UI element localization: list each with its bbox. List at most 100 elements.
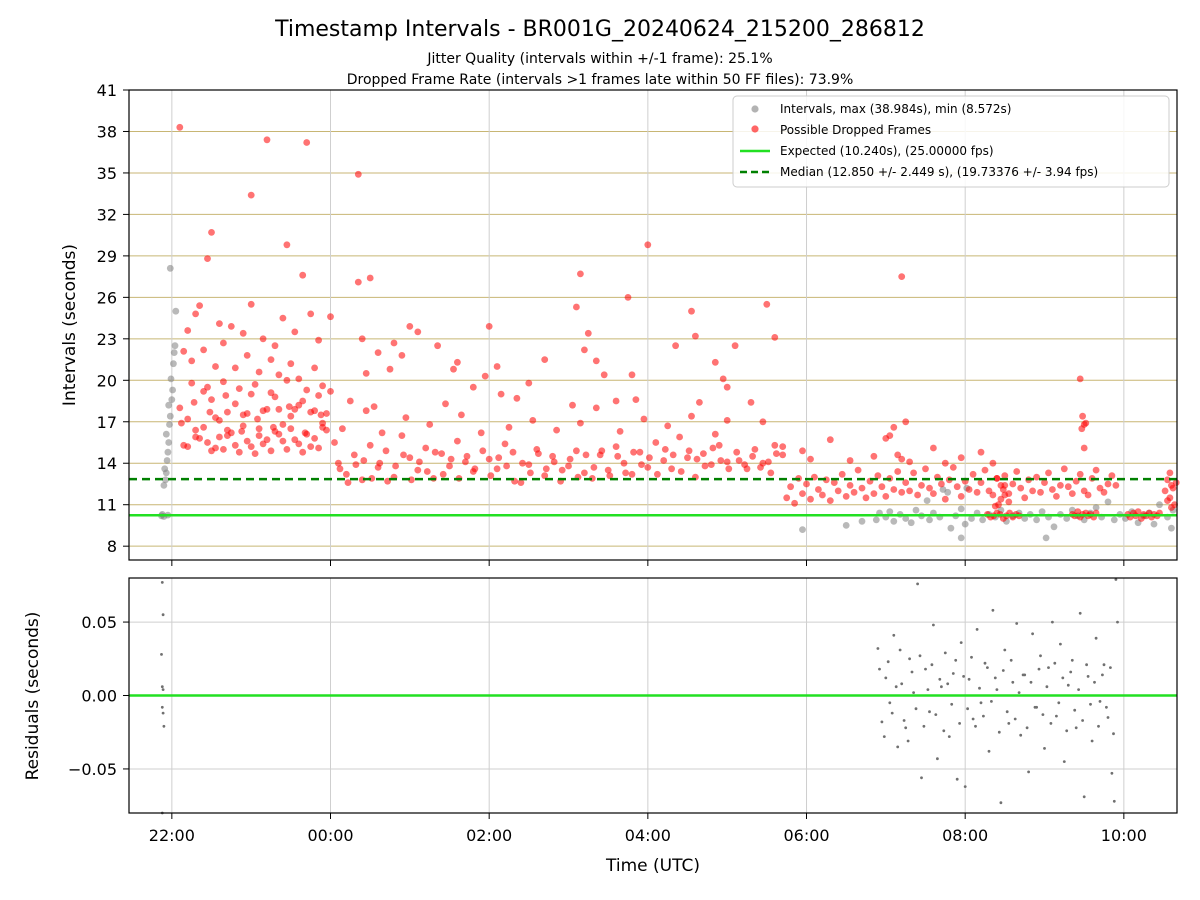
- dropped-frame-point: [295, 440, 303, 448]
- dropped-frame-point: [553, 426, 560, 434]
- dropped-frame-point: [295, 375, 303, 383]
- dropped-frame-point: [600, 371, 608, 379]
- dropped-frame-point: [1072, 477, 1080, 485]
- dropped-frame-point: [616, 428, 624, 435]
- dropped-frame-point: [243, 437, 251, 445]
- dropped-frame-point: [854, 466, 862, 474]
- dropped-frame-point: [184, 443, 192, 450]
- dropped-frame-point: [243, 352, 251, 359]
- dropped-frame-point: [525, 379, 533, 387]
- residual-point: [1043, 747, 1046, 750]
- dropped-frame-point: [573, 303, 580, 311]
- residuals-panel: −0.05 0.00 0.05 22:00 00:00 02:00 04:00 06:00 08…: [23, 577, 1178, 845]
- dropped-frame-point: [414, 466, 422, 474]
- dropped-frame-point: [255, 368, 263, 376]
- dropped-frame-point: [898, 488, 906, 496]
- residual-y-tick-label: −0.05: [68, 760, 117, 779]
- dropped-frame-point: [622, 469, 629, 477]
- residual-point: [918, 654, 922, 658]
- dropped-frame-point: [1112, 482, 1120, 489]
- dropped-frame-point: [398, 352, 406, 359]
- dropped-frame-point: [303, 430, 311, 438]
- interval-point: [169, 386, 177, 394]
- residuals-points: [160, 578, 1119, 815]
- dropped-frame-point: [279, 421, 287, 428]
- residual-point: [1089, 702, 1092, 706]
- dropped-frame-point: [275, 405, 283, 413]
- dropped-frame-point: [771, 441, 779, 449]
- dropped-frame-point: [565, 462, 572, 470]
- interval-point: [1104, 498, 1112, 506]
- residual-point: [1109, 666, 1112, 669]
- dropped-frame-point: [493, 363, 501, 370]
- dropped-frame-point: [969, 470, 977, 478]
- intervals-panel: 8 11 14 17 20 23 26 29 32 35 38 41 Intervals (secon…: [60, 81, 1180, 566]
- dropped-frame-point: [842, 493, 850, 500]
- dropped-frame-point: [317, 411, 325, 419]
- dropped-frame-point: [319, 382, 326, 390]
- dropped-frame-point: [224, 426, 231, 434]
- dropped-frame-point: [882, 435, 890, 442]
- residual-point: [902, 719, 906, 722]
- interval-point: [168, 396, 176, 403]
- dropped-frame-point: [291, 405, 299, 413]
- interval-point: [886, 508, 894, 515]
- dropped-frame-point: [628, 371, 636, 379]
- dropped-frame-point: [830, 479, 838, 486]
- dropped-frame-point: [247, 300, 255, 308]
- y-tick-label: 32: [97, 205, 117, 224]
- dropped-frame-point: [606, 472, 614, 480]
- dropped-frame-point: [1161, 487, 1169, 495]
- residual-point: [943, 651, 947, 655]
- dropped-frame-point: [462, 458, 469, 466]
- dropped-frame-point: [287, 425, 295, 433]
- dropped-frame-point: [759, 418, 767, 426]
- dropped-frame-point: [898, 273, 906, 280]
- dropped-frame-point: [826, 436, 834, 444]
- dropped-frame-point: [204, 383, 211, 391]
- residual-point: [1065, 729, 1069, 733]
- dropped-frame-point: [493, 465, 501, 473]
- residual-point: [1051, 620, 1054, 624]
- residual-point: [916, 582, 919, 586]
- dropped-frame-point: [485, 323, 493, 330]
- dropped-frame-point: [765, 458, 772, 466]
- dropped-frame-point: [999, 486, 1007, 493]
- residual-point: [900, 682, 904, 686]
- dropped-frame-point: [188, 379, 196, 387]
- dropped-frame-point: [495, 454, 503, 462]
- residual-point: [987, 749, 991, 753]
- dropped-frame-point: [251, 450, 259, 457]
- dropped-frame-point: [238, 428, 246, 435]
- dropped-frame-point: [773, 450, 780, 457]
- residual-point: [1033, 705, 1037, 709]
- dropped-frame-point: [362, 370, 370, 377]
- dropped-frame-point: [231, 364, 239, 372]
- dropped-frame-point: [505, 423, 513, 431]
- dropped-frame-point: [993, 475, 1001, 482]
- residual-y-tick-label: 0.05: [81, 613, 117, 632]
- y-tick-label: 41: [97, 81, 117, 100]
- interval-point: [1092, 504, 1100, 511]
- dropped-frame-point: [431, 448, 439, 456]
- y-tick-label: 8: [107, 537, 117, 556]
- interval-point: [1150, 520, 1158, 528]
- dropped-frame-point: [239, 329, 247, 337]
- dropped-frame-point: [614, 452, 622, 460]
- y-tick-label: 11: [97, 496, 117, 515]
- dropped-frame-point: [184, 415, 192, 423]
- dropped-frame-point: [592, 404, 600, 412]
- residual-point: [997, 730, 1001, 734]
- residual-point: [892, 633, 896, 637]
- dropped-frame-point: [791, 499, 798, 507]
- dropped-frame-point: [646, 454, 653, 462]
- interval-point: [163, 457, 171, 464]
- dropped-frame-point: [450, 365, 457, 373]
- interval-point: [165, 439, 173, 446]
- residual-point: [886, 660, 890, 664]
- dropped-frame-point: [1082, 419, 1090, 427]
- dropped-frame-point: [212, 363, 219, 370]
- dropped-frame-point: [311, 364, 318, 372]
- dropped-frame-point: [1076, 375, 1084, 383]
- dropped-frame-point: [513, 394, 521, 402]
